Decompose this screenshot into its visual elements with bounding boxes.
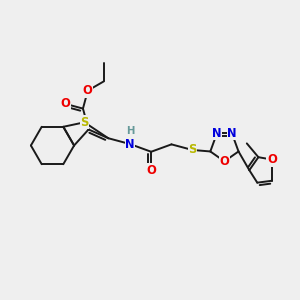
Text: N: N: [227, 127, 237, 140]
Text: S: S: [80, 116, 88, 129]
Text: H: H: [126, 126, 134, 136]
Text: O: O: [146, 164, 156, 177]
Text: N: N: [125, 138, 135, 151]
Text: O: O: [60, 97, 70, 110]
Text: O: O: [83, 84, 93, 97]
Text: S: S: [188, 143, 196, 157]
Text: O: O: [267, 153, 277, 166]
Text: O: O: [220, 155, 230, 168]
Text: N: N: [212, 127, 222, 140]
